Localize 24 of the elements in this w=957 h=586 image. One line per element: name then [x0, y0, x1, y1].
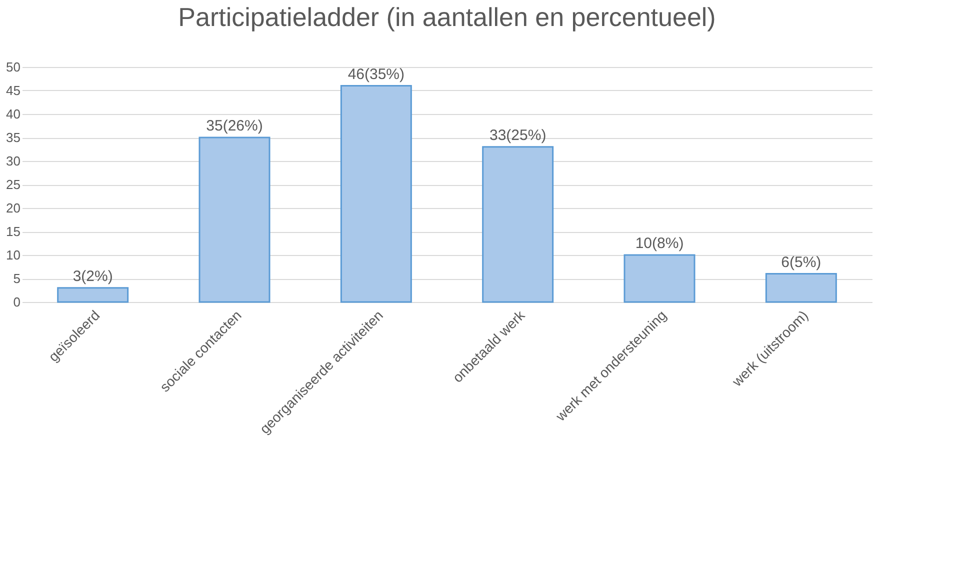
bar: [198, 136, 270, 303]
bar: [340, 85, 412, 303]
bar: [765, 273, 837, 303]
data-label: 6(5%): [781, 254, 822, 271]
data-label: 10(8%): [635, 235, 684, 252]
y-tick-label: 35: [6, 130, 20, 145]
y-tick-label: 20: [6, 200, 20, 216]
y-tick-label: 25: [6, 177, 20, 192]
y-tick-label: 10: [6, 248, 20, 262]
bar: [624, 254, 696, 303]
y-tick-label: 15: [6, 224, 20, 239]
data-label: 46(35%): [348, 66, 405, 83]
y-tick-label: 0: [13, 294, 20, 310]
bar: [57, 287, 129, 303]
y-tick-label: 30: [6, 154, 20, 168]
data-label: 33(25%): [489, 126, 546, 144]
data-label: 35(26%): [206, 118, 263, 134]
data-label: 3(2%): [72, 268, 113, 285]
y-tick-label: 50: [6, 60, 20, 74]
y-tick-label: 45: [6, 83, 20, 98]
chart-title: Participatieladder (in aantallen en percentueel): [178, 2, 716, 32]
y-tick-label: 40: [6, 106, 20, 122]
y-tick-label: 5: [13, 271, 20, 286]
bar: [482, 146, 554, 303]
